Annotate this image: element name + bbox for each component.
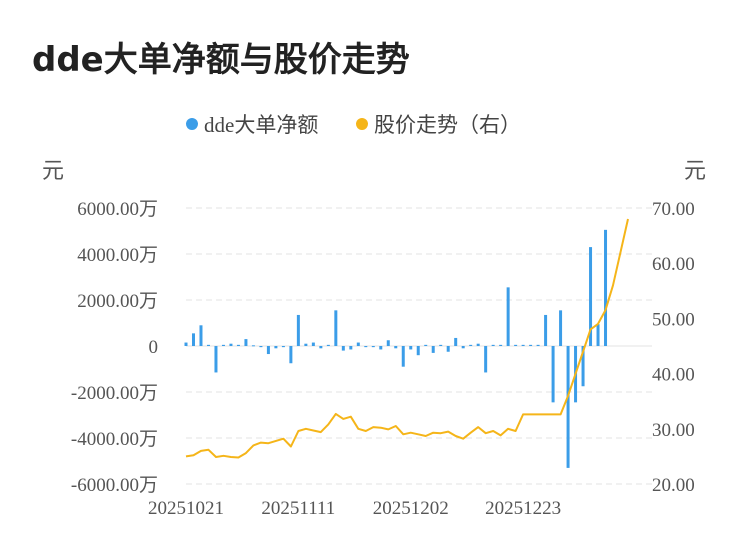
right-tick-label: 20.00	[652, 475, 695, 496]
left-tick-label: -4000.00万	[71, 429, 158, 450]
dde-bar	[424, 344, 428, 346]
dde-bar	[461, 346, 465, 349]
dde-bar	[604, 229, 608, 346]
dde-bar	[371, 346, 375, 348]
dde-bar	[214, 346, 218, 373]
dde-bar	[289, 346, 293, 364]
dde-bar	[184, 342, 188, 346]
dde-bar	[296, 314, 300, 346]
left-tick-label: 4000.00万	[77, 245, 158, 266]
right-axis-ticks: 70.00 60.00 50.00 40.00 30.00 20.00	[652, 199, 695, 496]
dde-bar	[251, 345, 255, 347]
dde-bar	[544, 314, 548, 346]
dde-bar	[476, 343, 480, 346]
right-tick-label: 60.00	[652, 254, 695, 275]
dde-bars	[184, 229, 608, 468]
dde-bar	[319, 346, 323, 349]
dde-bar	[559, 310, 563, 346]
dde-bar	[416, 346, 420, 356]
left-tick-label: 6000.00万	[77, 199, 158, 220]
dde-bar	[206, 344, 210, 346]
legend: dde大单净额 股价走势（右）	[186, 113, 521, 137]
dde-bar	[566, 346, 570, 468]
dde-bar	[529, 344, 533, 346]
dde-bar	[514, 344, 518, 346]
dde-bar	[229, 343, 233, 346]
chart-title: dde大单净额与股价走势	[32, 40, 410, 80]
left-tick-label: 0	[149, 337, 159, 358]
dde-bar	[409, 346, 413, 350]
dde-bar	[469, 344, 473, 346]
dde-bar	[499, 344, 503, 346]
dde-bar	[326, 344, 330, 346]
dde-bar	[431, 346, 435, 353]
dde-bar	[334, 310, 338, 346]
dde-bar	[454, 337, 458, 346]
x-tick-label: 20251021	[148, 498, 224, 519]
left-axis-ticks: 6000.00万 4000.00万 2000.00万 0 -2000.00万 -4000.…	[71, 199, 158, 496]
legend-marker-price	[356, 118, 368, 130]
x-tick-label: 20251202	[373, 498, 449, 519]
dde-bar	[274, 346, 278, 349]
dde-bar	[439, 344, 443, 346]
dde-bar	[446, 346, 450, 352]
dde-bar	[386, 340, 390, 346]
right-tick-label: 30.00	[652, 420, 695, 441]
dde-bar	[401, 346, 405, 367]
dde-bar	[221, 344, 225, 346]
dde-bar	[379, 346, 383, 350]
dde-bar	[551, 346, 555, 403]
dde-bar	[484, 346, 488, 373]
right-tick-label: 50.00	[652, 309, 695, 330]
dde-bar	[356, 342, 360, 346]
legend-label-price[interactable]: 股价走势（右）	[374, 113, 521, 137]
dde-bar	[281, 346, 285, 348]
dde-bar	[304, 343, 308, 346]
dde-bar	[394, 346, 398, 349]
left-axis-unit: 元	[42, 158, 64, 183]
right-tick-label: 70.00	[652, 199, 695, 220]
dde-bar	[596, 324, 600, 346]
dde-bar	[199, 325, 203, 346]
dde-bar	[341, 346, 345, 351]
right-tick-label: 40.00	[652, 365, 695, 386]
dde-bar	[491, 344, 495, 346]
dde-bar	[581, 346, 585, 387]
left-tick-label: 2000.00万	[77, 291, 158, 312]
x-tick-label: 20251111	[261, 498, 335, 519]
dde-bar	[266, 346, 270, 355]
dde-bar	[536, 344, 540, 346]
dde-bar	[244, 339, 248, 346]
dde-bar	[364, 346, 368, 348]
legend-label-dde[interactable]: dde大单净额	[204, 113, 318, 137]
left-tick-label: -6000.00万	[71, 475, 158, 496]
left-tick-label: -2000.00万	[71, 383, 158, 404]
price-line	[185, 218, 629, 459]
x-axis-ticks: 20251021 20251111 20251202 20251223	[148, 498, 561, 519]
dde-bar	[506, 287, 510, 346]
x-tick-label: 20251223	[485, 498, 561, 519]
legend-marker-dde	[186, 118, 198, 130]
right-axis-unit: 元	[684, 158, 706, 183]
dde-bar	[589, 247, 593, 346]
dde-bar	[191, 333, 195, 346]
dde-bar	[311, 342, 315, 346]
price-line-group	[185, 218, 629, 459]
dde-bar	[236, 344, 240, 346]
dde-bar	[521, 344, 525, 346]
dde-bar	[349, 346, 353, 350]
dde-bar	[259, 346, 263, 348]
